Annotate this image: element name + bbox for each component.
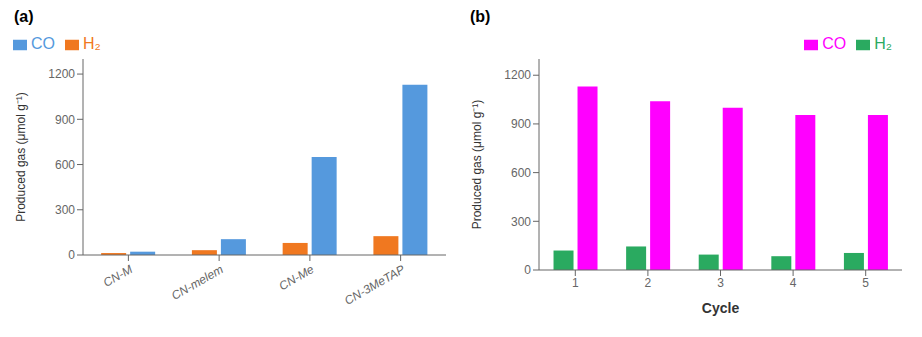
svg-text:CN-3MeTAP: CN-3MeTAP bbox=[342, 262, 407, 308]
svg-text:1: 1 bbox=[572, 276, 579, 290]
svg-text:CN-melem: CN-melem bbox=[169, 262, 226, 303]
svg-text:300: 300 bbox=[511, 215, 531, 229]
svg-text:Produced gas (μmol g⁻¹): Produced gas (μmol g⁻¹) bbox=[14, 92, 28, 222]
svg-text:1200: 1200 bbox=[48, 67, 75, 81]
html-text:CO: CO bbox=[31, 35, 55, 52]
svg-text:900: 900 bbox=[511, 117, 531, 131]
svg-text:0: 0 bbox=[524, 263, 531, 277]
svg-text:3: 3 bbox=[717, 276, 724, 290]
html-text:CO: CO bbox=[822, 35, 847, 52]
svg-text:Cycle: Cycle bbox=[702, 300, 740, 316]
html-text:H₂: H₂ bbox=[83, 35, 101, 52]
svg-text:CN-M: CN-M bbox=[101, 262, 135, 290]
svg-text:1200: 1200 bbox=[504, 68, 531, 82]
svg-text:300: 300 bbox=[55, 203, 75, 217]
svg-text:4: 4 bbox=[790, 276, 797, 290]
svg-text:900: 900 bbox=[55, 113, 75, 127]
html-text:H₂: H₂ bbox=[874, 35, 892, 52]
svg-text:Produced gas (μmol g⁻¹): Produced gas (μmol g⁻¹) bbox=[470, 100, 484, 230]
html-text:(a): (a) bbox=[14, 8, 34, 25]
svg-text:2: 2 bbox=[645, 276, 652, 290]
svg-text:600: 600 bbox=[55, 158, 75, 172]
svg-text:600: 600 bbox=[511, 166, 531, 180]
html-text:(b): (b) bbox=[470, 8, 491, 25]
svg-text:CN-Me: CN-Me bbox=[276, 262, 316, 293]
svg-text:0: 0 bbox=[68, 248, 75, 262]
svg-text:5: 5 bbox=[862, 276, 869, 290]
